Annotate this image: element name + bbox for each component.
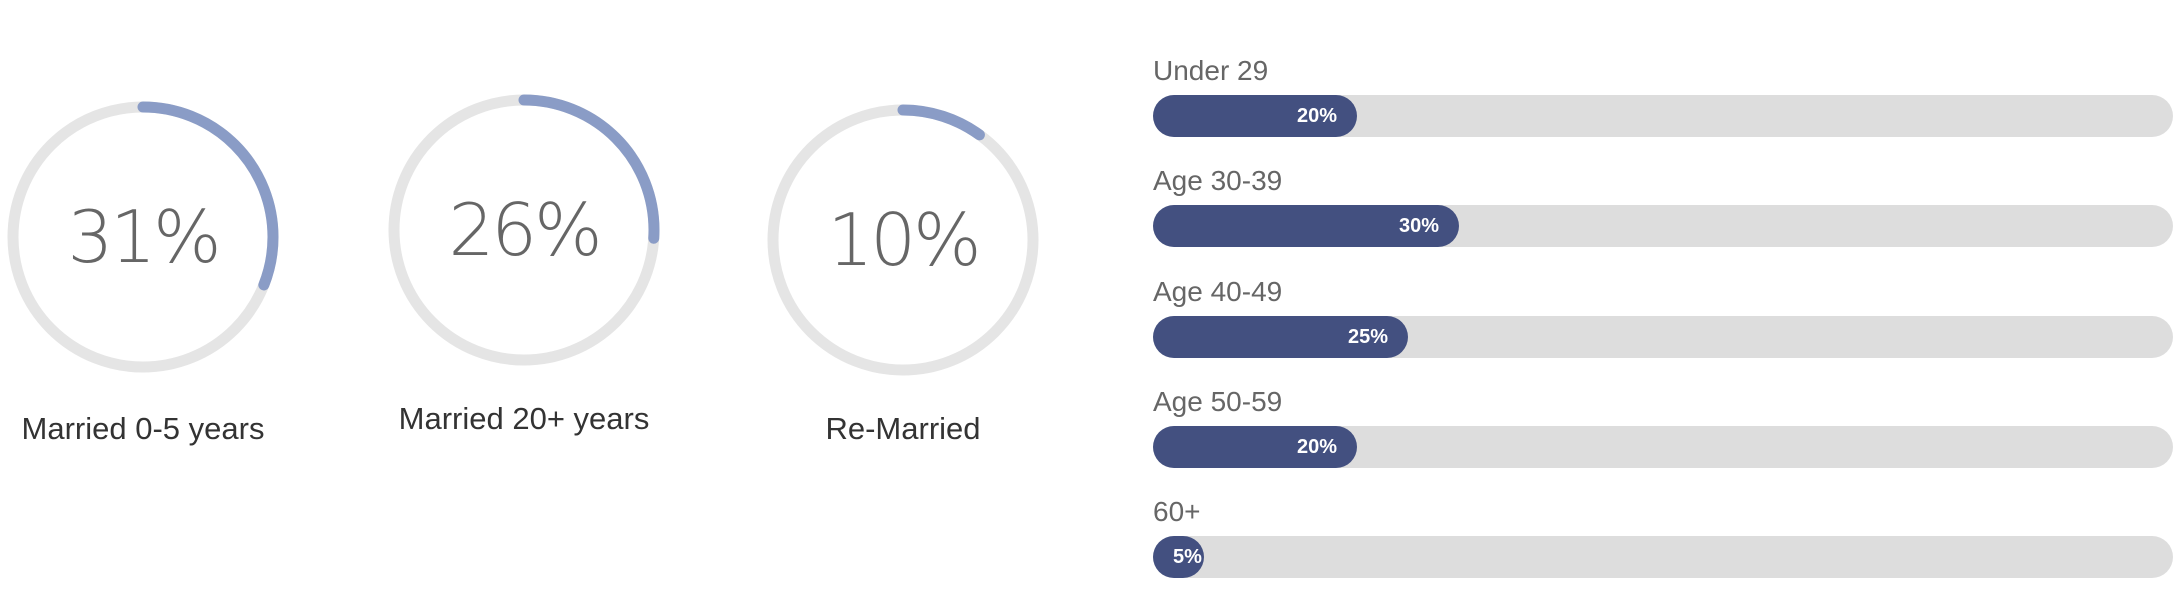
bar-track: 5% — [1153, 536, 2173, 578]
bar-fill: 30% — [1153, 205, 1459, 247]
donut-value: 10% — [827, 198, 981, 282]
bar-fill: 25% — [1153, 316, 1408, 358]
donut-label: Married 0-5 years — [21, 411, 265, 446]
bar-track: 25% — [1153, 316, 2173, 358]
donut-value: 31% — [67, 195, 221, 279]
donut-arc — [388, 94, 660, 366]
donut-1: 26% — [383, 89, 665, 371]
bar-track: 20% — [1153, 426, 2173, 468]
bar-value-label: 20% — [1296, 105, 1337, 127]
bar-category-label: Age 30-39 — [1153, 165, 1283, 196]
donut-label: Married 20+ years — [398, 401, 650, 436]
bar-value-label: 30% — [1398, 215, 1439, 237]
bar-fill: 5% — [1153, 536, 1204, 578]
donut-2: 10% — [762, 99, 1044, 381]
bar-category-label: 60+ — [1153, 496, 1201, 527]
bar-value-label: 20% — [1296, 436, 1337, 458]
bar-fill: 20% — [1153, 95, 1357, 137]
donut-label: Re-Married — [825, 411, 981, 446]
donut-arc — [7, 101, 279, 373]
bar-value-label: 25% — [1347, 326, 1388, 348]
donut-value: 26% — [448, 188, 602, 272]
bar-fill: 20% — [1153, 426, 1357, 468]
bar-category-label: Age 50-59 — [1153, 386, 1283, 417]
bar-category-label: Under 29 — [1153, 55, 1269, 86]
bar-value-label: 5% — [1173, 546, 1202, 568]
bar-track: 30% — [1153, 205, 2173, 247]
bar-track: 20% — [1153, 95, 2173, 137]
bar-category-label: Age 40-49 — [1153, 276, 1283, 307]
donut-arc — [767, 104, 1039, 376]
donut-0: 31% — [2, 96, 284, 378]
